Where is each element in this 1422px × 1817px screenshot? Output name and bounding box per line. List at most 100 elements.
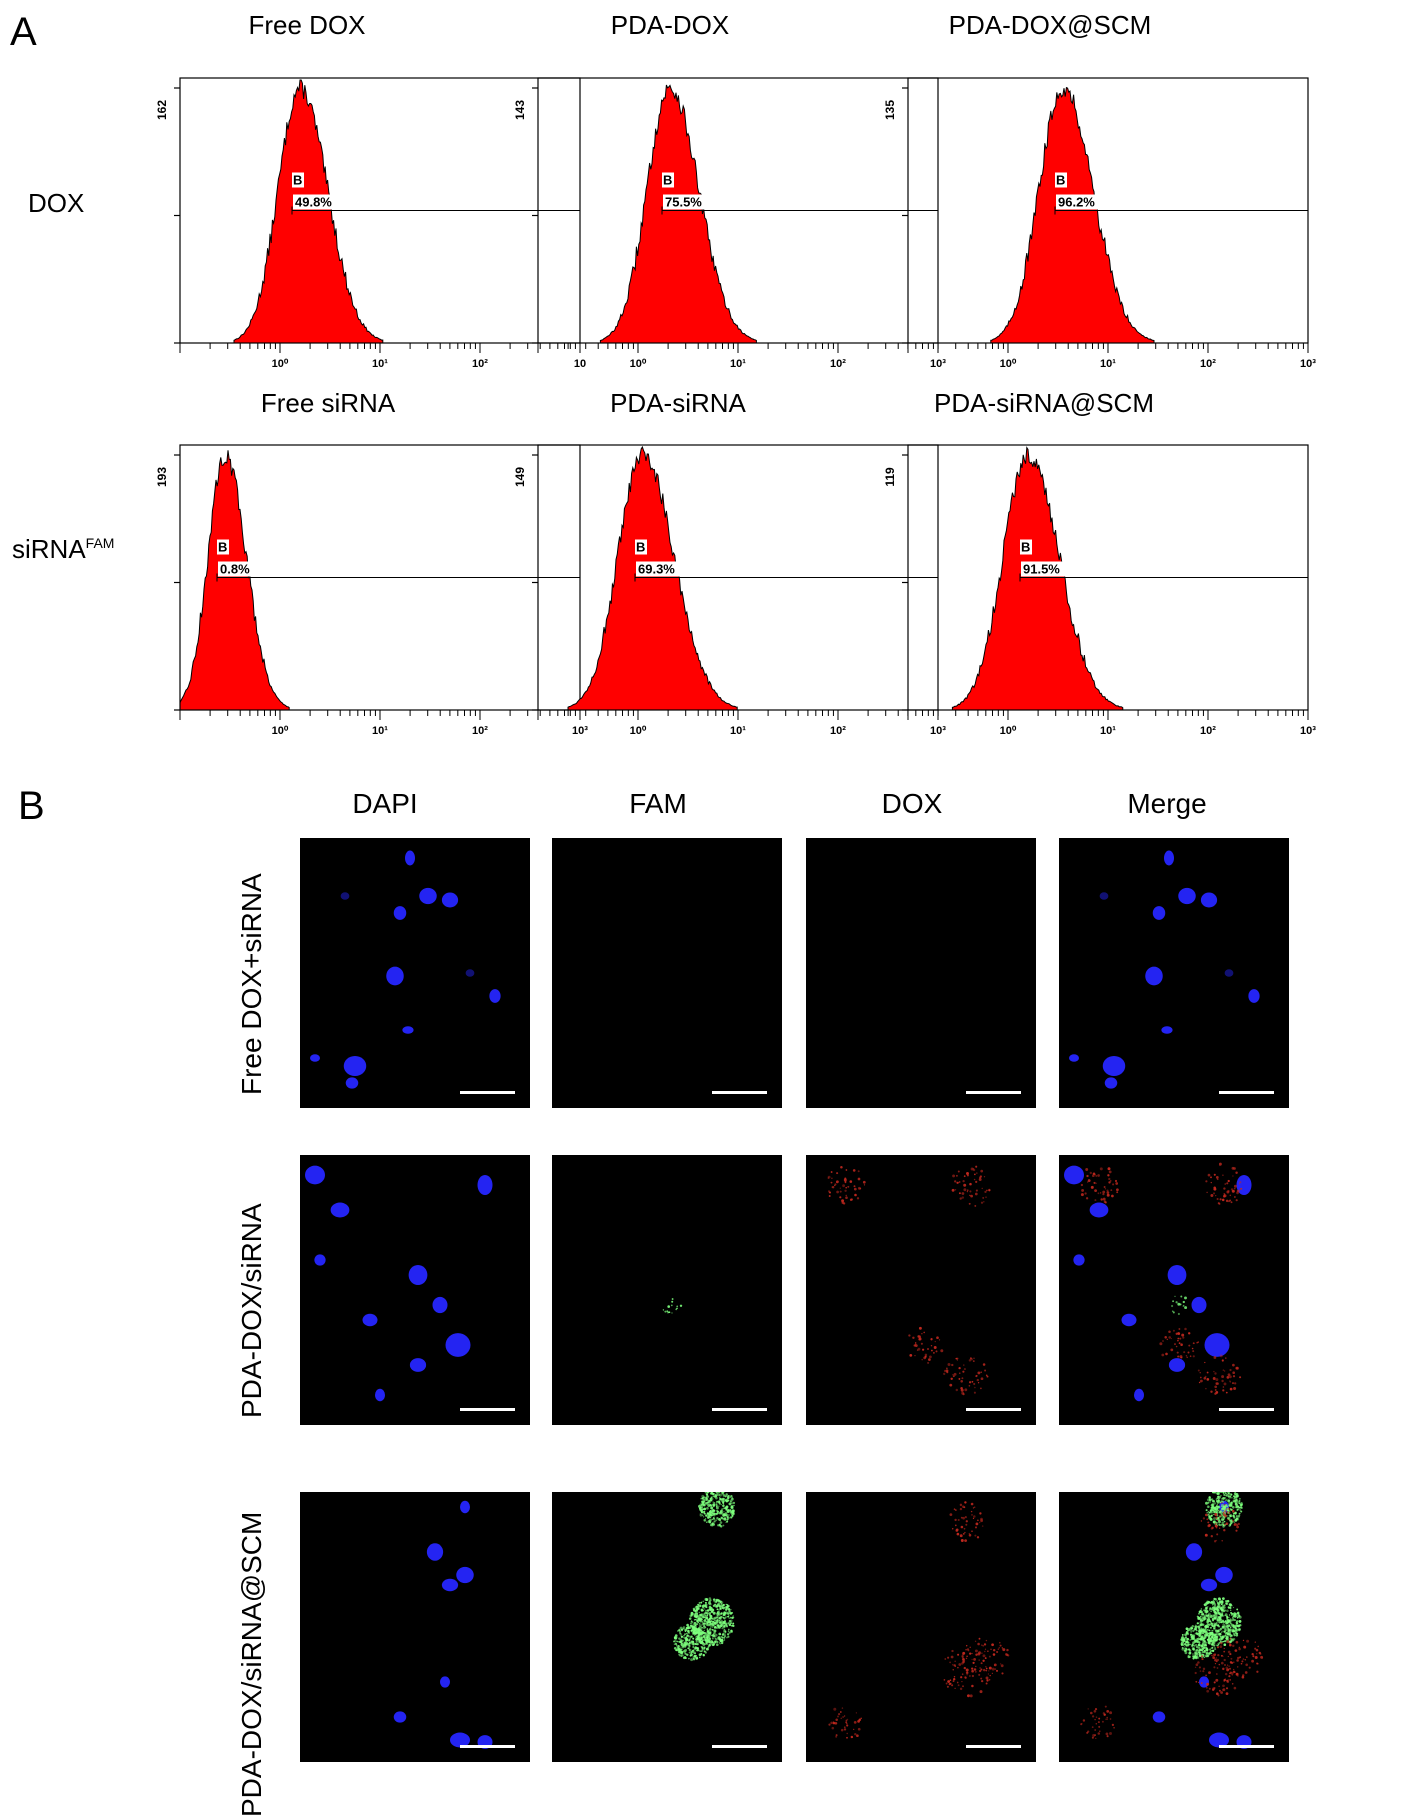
signal-speckle — [979, 1512, 982, 1515]
signal-speckle — [997, 1648, 999, 1650]
signal-speckle — [845, 1186, 848, 1189]
signal-speckle — [723, 1628, 726, 1631]
x-tick-label: 10¹ — [730, 358, 746, 370]
channel-title-dapi: DAPI — [352, 788, 418, 819]
signal-speckle — [1222, 1369, 1225, 1371]
signal-speckle — [702, 1604, 705, 1607]
signal-speckle — [1218, 1598, 1222, 1601]
signal-speckle — [1226, 1637, 1229, 1641]
x-tick-label: 10³ — [572, 725, 588, 737]
signal-speckle — [728, 1617, 730, 1619]
signal-speckle — [707, 1520, 711, 1523]
signal-speckle — [692, 1623, 696, 1627]
signal-speckle — [707, 1618, 711, 1622]
signal-speckle — [1217, 1500, 1221, 1504]
signal-speckle — [1223, 1529, 1226, 1532]
nucleus — [340, 892, 350, 900]
signal-speckle — [720, 1503, 722, 1506]
x-tick-label: 10⁰ — [1000, 725, 1017, 737]
signal-speckle — [732, 1622, 735, 1625]
nucleus — [1167, 1265, 1187, 1285]
signal-speckle — [684, 1652, 687, 1655]
signal-speckle — [712, 1503, 715, 1507]
signal-speckle — [725, 1616, 727, 1618]
signal-speckle — [992, 1648, 996, 1652]
signal-speckle — [704, 1497, 706, 1499]
signal-speckle — [1212, 1377, 1216, 1380]
signal-speckle — [1106, 1735, 1109, 1738]
signal-speckle — [1254, 1656, 1258, 1659]
signal-speckle — [1232, 1382, 1234, 1385]
signal-speckle — [1233, 1498, 1235, 1500]
signal-speckle — [1232, 1513, 1235, 1515]
signal-speckle — [1211, 1624, 1214, 1627]
signal-speckle — [715, 1642, 717, 1644]
signal-speckle — [1230, 1671, 1234, 1675]
signal-speckle — [1199, 1372, 1201, 1374]
signal-speckle — [1196, 1638, 1199, 1640]
scale-bar — [712, 1091, 767, 1094]
signal-speckle — [1185, 1647, 1187, 1650]
signal-speckle — [1210, 1608, 1214, 1611]
signal-speckle — [977, 1382, 980, 1384]
signal-speckle — [1231, 1618, 1235, 1621]
signal-speckle — [1195, 1663, 1199, 1667]
signal-speckle — [1200, 1636, 1204, 1640]
signal-speckle — [1210, 1176, 1212, 1179]
signal-speckle — [974, 1386, 976, 1389]
signal-speckle — [1222, 1511, 1225, 1514]
gate-percent: 75.5% — [665, 195, 702, 210]
signal-speckle — [708, 1512, 711, 1515]
signal-speckle — [1177, 1312, 1180, 1316]
nucleus — [445, 1333, 471, 1357]
micrograph-scm-merge — [1059, 1492, 1289, 1762]
signal-speckle — [935, 1350, 938, 1353]
signal-speckle — [1191, 1625, 1194, 1628]
signal-speckle — [690, 1620, 693, 1622]
signal-speckle — [965, 1648, 967, 1651]
signal-speckle — [1199, 1624, 1202, 1627]
nucleus — [440, 1676, 450, 1688]
signal-speckle — [1216, 1624, 1220, 1627]
signal-speckle — [1218, 1619, 1221, 1622]
signal-speckle — [1227, 1507, 1231, 1510]
signal-speckle — [1227, 1516, 1231, 1520]
signal-speckle — [984, 1657, 987, 1660]
scale-bar — [712, 1408, 767, 1411]
signal-speckle — [718, 1502, 721, 1505]
signal-speckle — [1210, 1635, 1214, 1639]
nucleus — [489, 989, 501, 1003]
signal-speckle — [952, 1375, 955, 1378]
signal-speckle — [1101, 1720, 1104, 1723]
signal-speckle — [862, 1180, 866, 1184]
signal-speckle — [855, 1712, 858, 1714]
signal-speckle — [1222, 1684, 1225, 1688]
signal-speckle — [678, 1638, 680, 1640]
signal-speckle — [1210, 1647, 1213, 1649]
signal-speckle — [1214, 1629, 1217, 1632]
signal-speckle — [975, 1665, 977, 1668]
signal-speckle — [1202, 1618, 1205, 1621]
signal-speckle — [713, 1523, 715, 1525]
signal-speckle — [1222, 1513, 1226, 1516]
signal-speckle — [712, 1509, 715, 1512]
signal-speckle — [1233, 1187, 1236, 1190]
signal-speckle — [1092, 1734, 1096, 1737]
signal-speckle — [695, 1629, 699, 1632]
signal-speckle — [978, 1673, 981, 1676]
signal-speckle — [1243, 1645, 1247, 1649]
signal-speckle — [728, 1631, 731, 1634]
signal-speckle — [1218, 1612, 1222, 1616]
signal-speckle — [1215, 1639, 1218, 1641]
signal-speckle — [1205, 1601, 1209, 1605]
signal-speckle — [846, 1732, 848, 1735]
signal-speckle — [1184, 1306, 1188, 1310]
signal-speckle — [1189, 1633, 1193, 1636]
signal-speckle — [1230, 1609, 1232, 1611]
signal-speckle — [1206, 1619, 1209, 1622]
signal-speckle — [1207, 1513, 1210, 1515]
signal-speckle — [722, 1504, 725, 1508]
signal-speckle — [1220, 1654, 1223, 1657]
signal-speckle — [1202, 1667, 1206, 1671]
